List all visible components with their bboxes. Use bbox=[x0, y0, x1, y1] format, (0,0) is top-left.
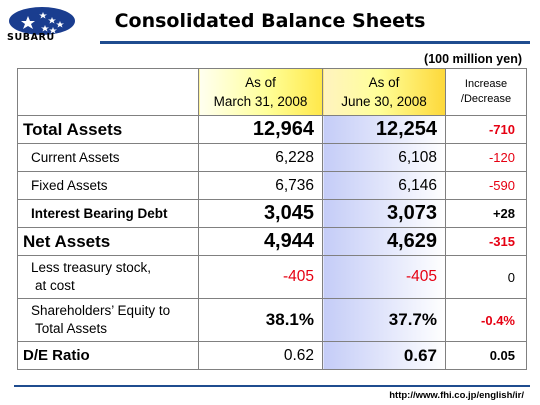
value-june: 12,254 bbox=[322, 115, 446, 144]
footer-url-link[interactable]: http://www.fhi.co.jp/english/ir/ bbox=[389, 390, 524, 401]
header-row: As of March 31, 2008 As of June 30, 2008… bbox=[17, 68, 527, 116]
value-june: 37.7% bbox=[322, 298, 446, 342]
table-row-treasury-stock: Less treasury stock, at cost -405 -405 0 bbox=[17, 255, 527, 299]
value-june: 3,073 bbox=[322, 199, 446, 228]
table-row-interest-bearing-debt: Interest Bearing Debt 3,045 3,073 +28 bbox=[17, 199, 527, 228]
row-label: Total Assets bbox=[17, 115, 199, 144]
row-label: D/E Ratio bbox=[17, 341, 199, 370]
row-label: Less treasury stock, at cost bbox=[17, 255, 199, 299]
row-label: Interest Bearing Debt bbox=[17, 199, 199, 228]
header-blank-cell bbox=[17, 68, 199, 116]
row-label: Shareholders’ Equity to Total Assets bbox=[17, 298, 199, 342]
value-change: 0.05 bbox=[445, 341, 527, 370]
header-june-2008: As of June 30, 2008 bbox=[322, 68, 446, 116]
row-label: Fixed Assets bbox=[17, 171, 199, 200]
value-march: 6,736 bbox=[198, 171, 323, 200]
value-june: 6,146 bbox=[322, 171, 446, 200]
value-june: -405 bbox=[322, 255, 446, 299]
value-change: 0 bbox=[445, 255, 527, 299]
subaru-logo-icon bbox=[9, 7, 75, 35]
table-row-total-assets: Total Assets 12,964 12,254 -710 bbox=[17, 115, 527, 144]
value-march: 38.1% bbox=[198, 298, 323, 342]
value-change: -315 bbox=[445, 227, 527, 256]
title-underline bbox=[100, 41, 530, 44]
footer-rule bbox=[14, 385, 530, 387]
header-increase-decrease: Increase /Decrease bbox=[445, 68, 527, 116]
page-title: Consolidated Balance Sheets bbox=[114, 10, 426, 32]
value-change: -710 bbox=[445, 115, 527, 144]
value-change: -590 bbox=[445, 171, 527, 200]
table-row-net-assets: Net Assets 4,944 4,629 -315 bbox=[17, 227, 527, 256]
value-change: +28 bbox=[445, 199, 527, 228]
value-march: -405 bbox=[198, 255, 323, 299]
value-march: 4,944 bbox=[198, 227, 323, 256]
balance-sheet-table: As of March 31, 2008 As of June 30, 2008… bbox=[17, 68, 527, 370]
header-march-2008: As of March 31, 2008 bbox=[198, 68, 323, 116]
subaru-wordmark: SUBARU bbox=[7, 32, 55, 43]
value-june: 0.67 bbox=[322, 341, 446, 370]
value-change: -0.4% bbox=[445, 298, 527, 342]
table-row-current-assets: Current Assets 6,228 6,108 -120 bbox=[17, 143, 527, 172]
table-row-equity-ratio: Shareholders’ Equity to Total Assets 38.… bbox=[17, 298, 527, 342]
value-march: 12,964 bbox=[198, 115, 323, 144]
row-label: Current Assets bbox=[17, 143, 199, 172]
value-june: 6,108 bbox=[322, 143, 446, 172]
row-label: Net Assets bbox=[17, 227, 199, 256]
value-march: 3,045 bbox=[198, 199, 323, 228]
value-change: -120 bbox=[445, 143, 527, 172]
unit-label: (100 million yen) bbox=[424, 52, 522, 66]
table-row-fixed-assets: Fixed Assets 6,736 6,146 -590 bbox=[17, 171, 527, 200]
value-march: 6,228 bbox=[198, 143, 323, 172]
value-march: 0.62 bbox=[198, 341, 323, 370]
value-june: 4,629 bbox=[322, 227, 446, 256]
table-row-de-ratio: D/E Ratio 0.62 0.67 0.05 bbox=[17, 341, 527, 370]
